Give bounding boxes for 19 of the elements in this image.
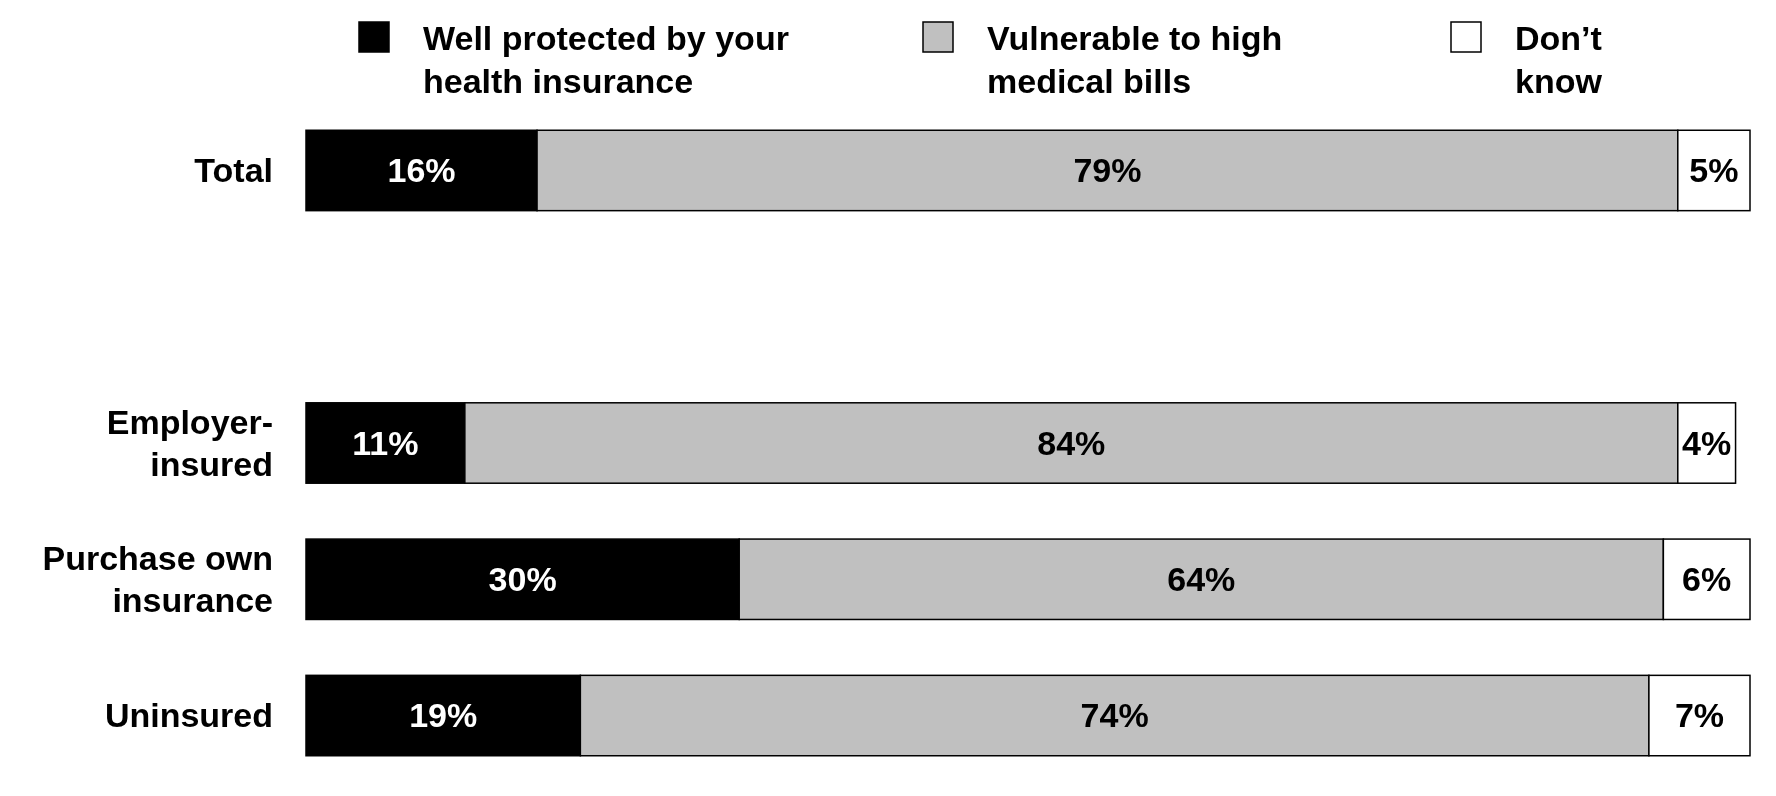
- y-tick-label: Purchase own insurance: [42, 539, 273, 620]
- legend-label: Don’t know: [1515, 18, 1603, 100]
- data-label: 7%: [1674, 696, 1725, 735]
- data-label: 74%: [1080, 696, 1149, 735]
- data-label: 30%: [488, 560, 557, 599]
- legend-label: Vulnerable to high medical bills: [987, 18, 1283, 100]
- data-label: 6%: [1682, 560, 1732, 599]
- y-tick-label: Total: [194, 151, 273, 190]
- legend-label: Well protected by your health insurance: [423, 18, 789, 100]
- data-label: 84%: [1037, 423, 1106, 462]
- data-label: 64%: [1167, 560, 1236, 599]
- y-tick-label: Employer-insured: [106, 402, 273, 483]
- data-label: 4%: [1682, 423, 1732, 462]
- data-label: 79%: [1073, 151, 1142, 190]
- data-label: 11%: [352, 423, 419, 462]
- y-tick-label: Uninsured: [104, 696, 273, 735]
- data-label: 19%: [409, 696, 478, 735]
- data-label: 16%: [387, 151, 456, 190]
- data-label: 5%: [1689, 151, 1739, 190]
